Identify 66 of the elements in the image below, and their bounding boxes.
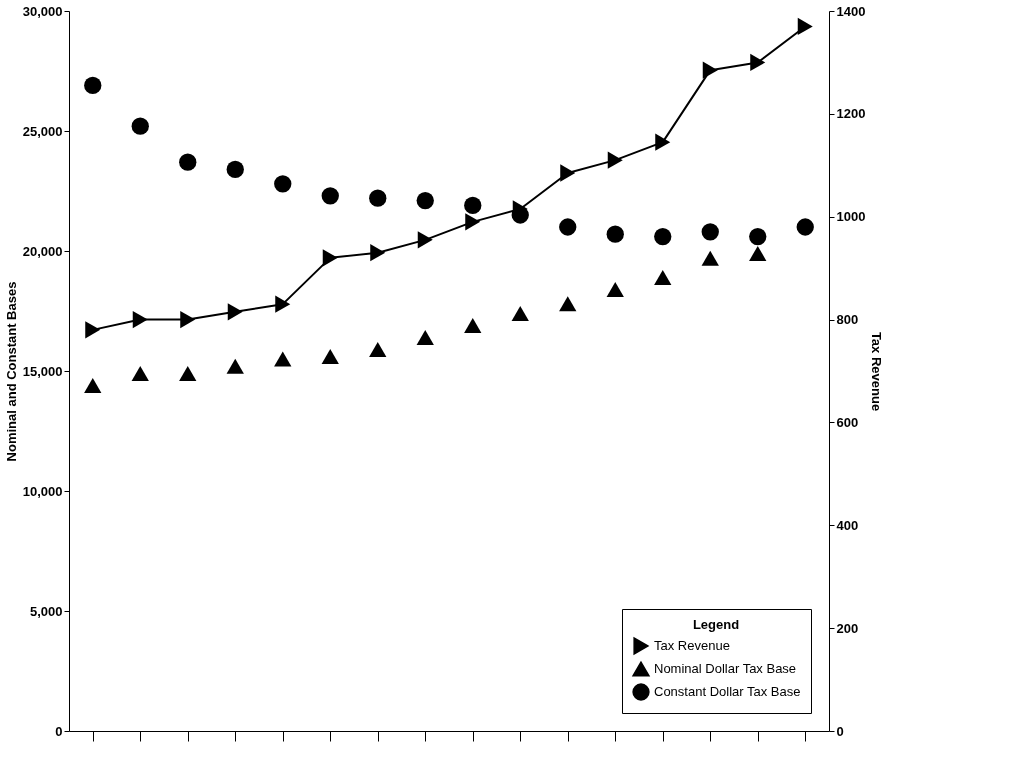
y2-tick-label: 0 bbox=[836, 723, 844, 739]
point bbox=[274, 351, 292, 367]
point bbox=[84, 76, 102, 95]
legend-label: Nominal Dollar Tax Base bbox=[654, 661, 797, 676]
y-tick-label: 20,000 bbox=[22, 243, 63, 259]
y-tick-label: 10,000 bbox=[22, 483, 63, 499]
point bbox=[180, 310, 196, 329]
legend-title: Legend bbox=[692, 617, 740, 632]
point bbox=[749, 245, 767, 261]
point bbox=[465, 213, 481, 231]
point bbox=[370, 244, 386, 262]
point bbox=[227, 303, 243, 321]
point bbox=[560, 164, 576, 182]
y-tick-label: 0 bbox=[55, 723, 63, 739]
point bbox=[322, 249, 338, 267]
point bbox=[559, 296, 577, 312]
point bbox=[274, 175, 292, 193]
point bbox=[369, 341, 387, 357]
y-tick-label: 5,000 bbox=[29, 603, 63, 619]
y2-tick-label: 800 bbox=[836, 312, 859, 328]
point bbox=[85, 321, 101, 339]
point bbox=[797, 17, 813, 36]
point bbox=[84, 377, 102, 393]
y2-tick-label: 200 bbox=[836, 620, 859, 636]
point bbox=[749, 227, 767, 246]
y-tick-label: 15,000 bbox=[22, 363, 63, 379]
point bbox=[464, 196, 482, 215]
y-tick-label: 25,000 bbox=[22, 123, 63, 139]
point bbox=[179, 365, 197, 381]
point bbox=[655, 133, 671, 151]
point bbox=[511, 305, 529, 321]
y-axis-title: Nominal and Constant Bases bbox=[3, 281, 19, 462]
point bbox=[131, 365, 149, 381]
point bbox=[416, 191, 434, 210]
point bbox=[369, 189, 387, 207]
point bbox=[131, 117, 149, 135]
point bbox=[750, 53, 766, 72]
point bbox=[796, 218, 814, 236]
point bbox=[321, 349, 339, 365]
point bbox=[607, 151, 623, 169]
point bbox=[464, 317, 482, 333]
point bbox=[606, 281, 624, 297]
point bbox=[606, 225, 624, 243]
point bbox=[416, 329, 434, 345]
y-tick-label: 30,000 bbox=[22, 3, 63, 19]
point bbox=[321, 187, 339, 205]
point bbox=[417, 231, 433, 249]
point bbox=[654, 269, 672, 285]
point bbox=[702, 61, 718, 79]
point bbox=[701, 223, 719, 241]
point bbox=[701, 250, 719, 266]
point bbox=[654, 227, 672, 246]
point bbox=[226, 358, 244, 374]
point bbox=[226, 160, 244, 179]
legend-label: Constant Dollar Tax Base bbox=[654, 684, 801, 699]
y2-tick-label: 400 bbox=[836, 517, 859, 533]
point bbox=[179, 153, 197, 171]
point bbox=[559, 218, 577, 236]
y2-axis-title: Tax Revenue bbox=[869, 331, 885, 412]
legend-label: Tax Revenue bbox=[654, 638, 730, 653]
point bbox=[132, 310, 148, 329]
y2-tick-label: 1200 bbox=[836, 106, 866, 122]
y2-tick-label: 600 bbox=[836, 414, 859, 430]
y2-tick-label: 1400 bbox=[836, 3, 866, 19]
y2-tick-label: 1000 bbox=[836, 209, 866, 225]
point bbox=[275, 295, 291, 313]
